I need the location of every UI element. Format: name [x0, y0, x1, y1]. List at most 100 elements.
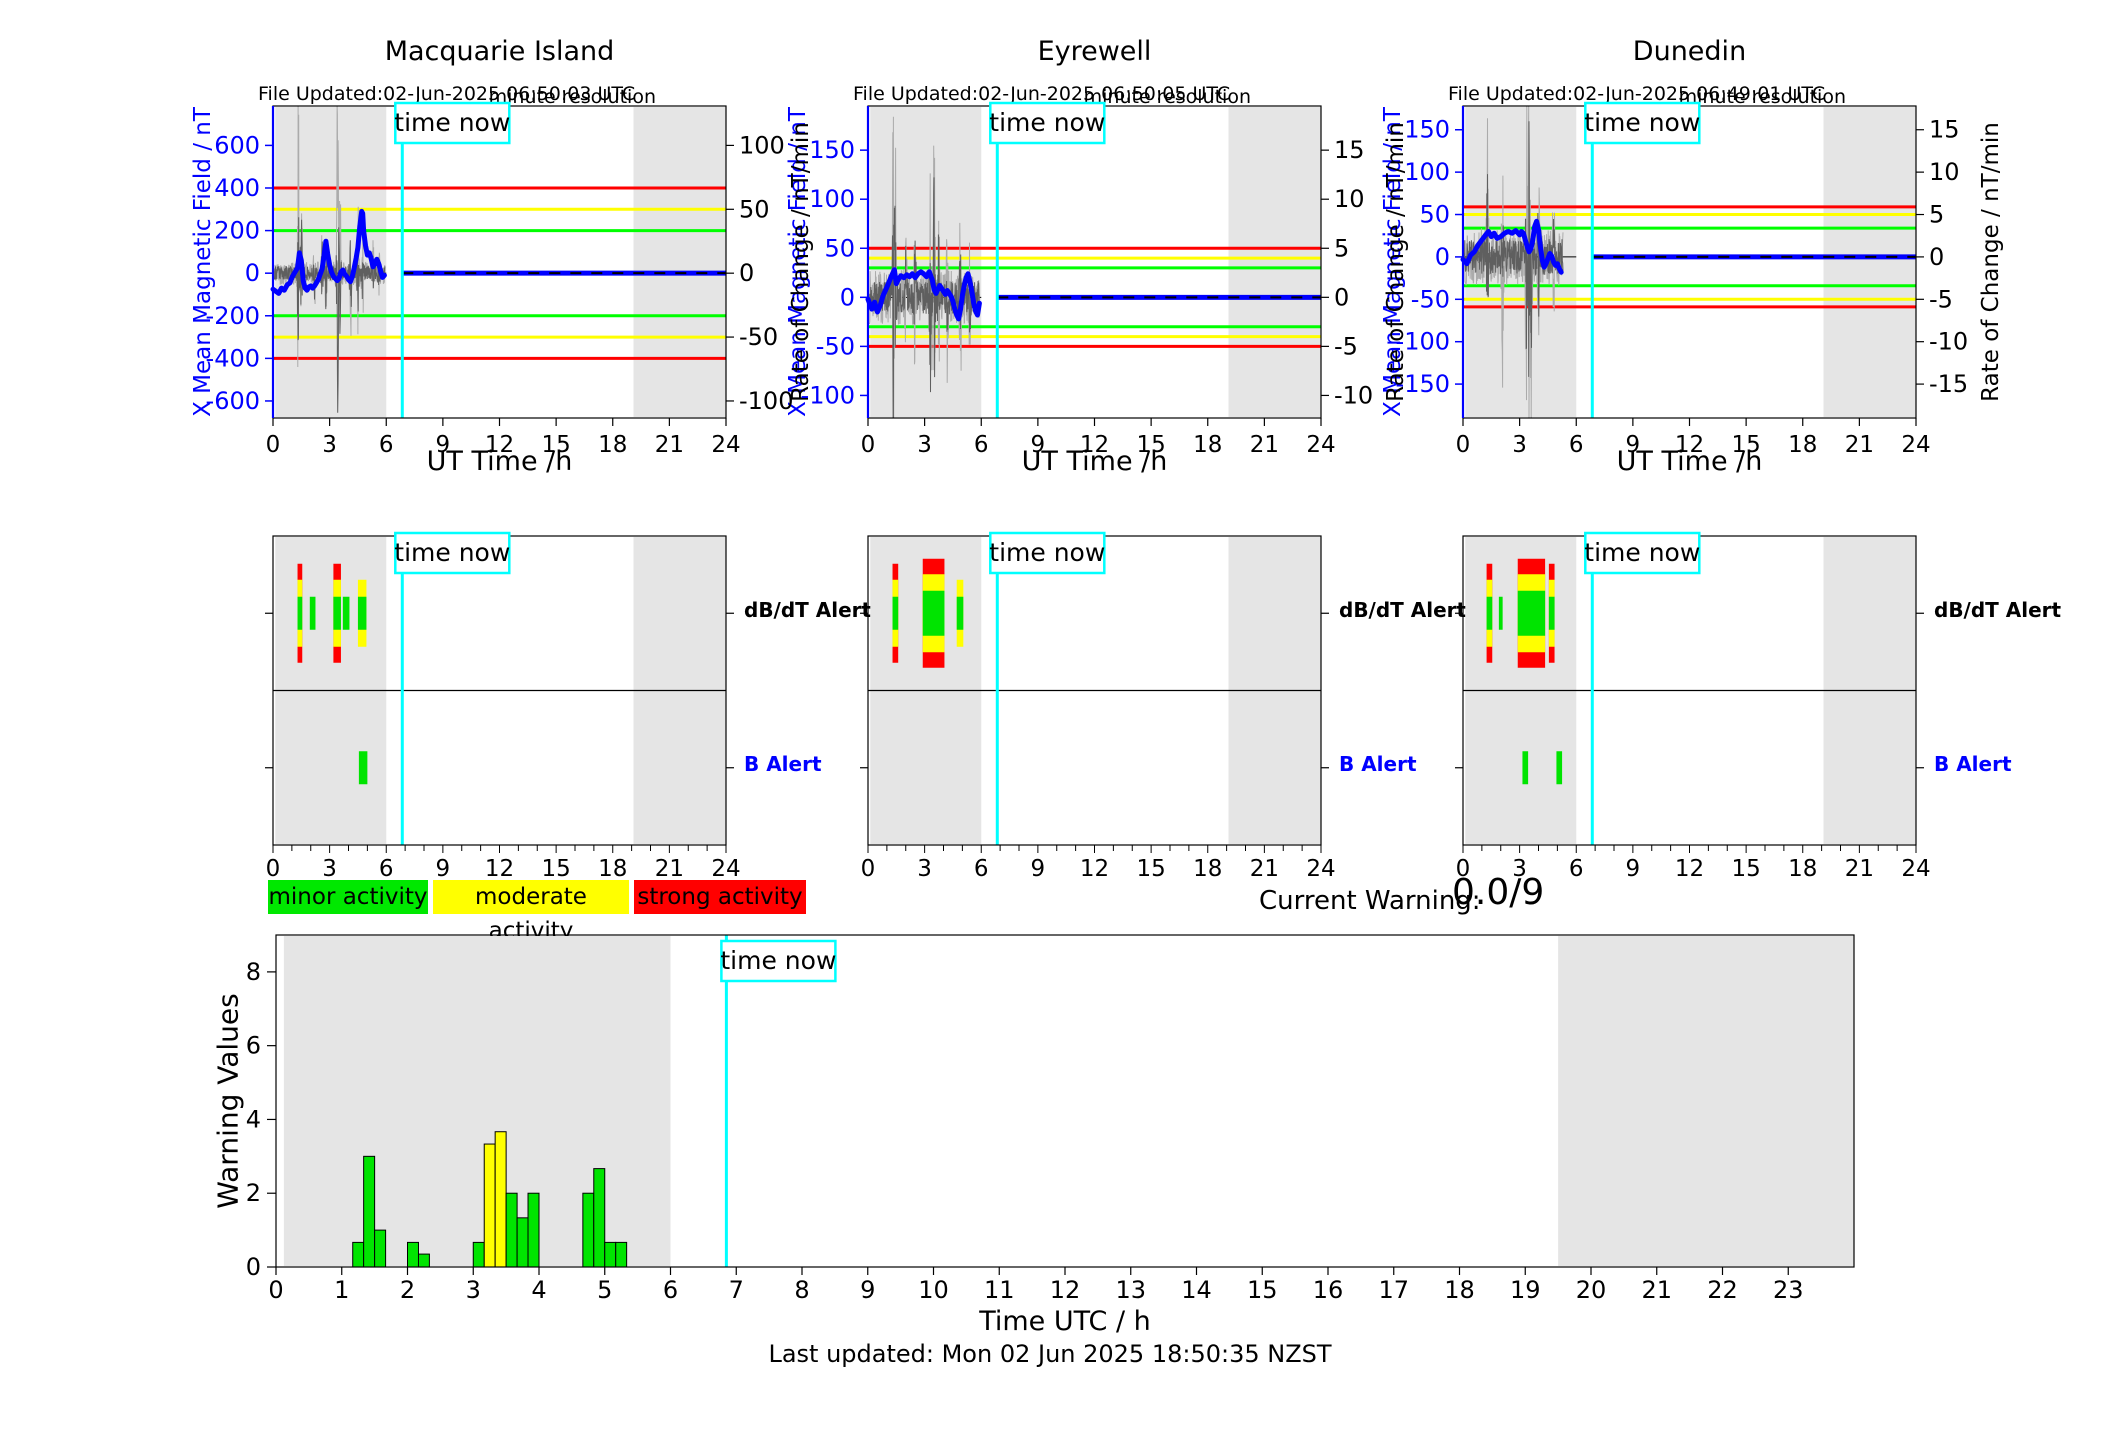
right-tick-label: 0: [739, 259, 754, 287]
time-now-label: time now: [989, 538, 1105, 567]
left-tick-label: 150: [809, 136, 855, 164]
x-tick-label: 6: [379, 856, 394, 882]
file-updated-eyrewell: File Updated:02-Jun-2025 06:50:05 UTC: [853, 83, 1231, 105]
alert-chart-macquarie: 0 3 6 9 12 15 18 21 24 time now: [265, 531, 741, 882]
right-tick-label: -10: [1334, 381, 1373, 409]
warning-bar: [505, 1192, 518, 1268]
x-tick-label: 18: [1444, 1276, 1475, 1304]
x-tick-label: 3: [322, 856, 337, 882]
x-tick-label: 12: [485, 432, 514, 458]
left-tick-label: 0: [840, 283, 855, 311]
x-tick-label: 3: [466, 1276, 481, 1304]
x-tick-label: 9: [436, 856, 451, 882]
legend-minor-activity: minor activity: [268, 880, 428, 914]
left-tick-label: 100: [809, 185, 855, 213]
last-updated-text: Last updated: Mon 02 Jun 2025 18:50:35 N…: [768, 1340, 1332, 1368]
time-now-label: time now: [720, 946, 836, 975]
x-tick-label: 24: [711, 432, 740, 458]
warning-bar: [363, 1155, 376, 1268]
warning-bar: [527, 1192, 540, 1268]
alert-bar-strong: [1486, 596, 1493, 630]
right-tick-label: 0: [1334, 283, 1349, 311]
legend-strong-activity: strong activity: [634, 880, 806, 914]
station-title-macquarie: Macquarie Island: [384, 36, 615, 67]
dbdt-alert-label-dunedin: dB/dT Alert: [1934, 598, 2062, 622]
alert-bar-strong: [892, 596, 899, 630]
night-shade: [1823, 107, 1916, 417]
right-tick-label: -5: [1929, 285, 1953, 313]
left-tick-label: 50: [1419, 201, 1450, 229]
time-now-box: [394, 101, 511, 145]
resolution-note-macquarie: minute resolution: [488, 86, 656, 108]
left-tick-label: -200: [206, 302, 260, 330]
warning-bar: [604, 1241, 617, 1268]
alert-bar-minor: [309, 596, 316, 630]
x-tick-label: 12: [485, 856, 514, 882]
y-tick-label: 6: [246, 1032, 261, 1060]
x-tick-label: 18: [1193, 856, 1222, 882]
right-tick-label: -10: [1929, 328, 1968, 356]
right-tick-label: -15: [1929, 370, 1968, 398]
left-tick-label: 150: [1404, 116, 1450, 144]
current-warning-value: 0.0/9: [1452, 872, 1545, 913]
alert-bar-strong: [1548, 596, 1555, 630]
x-tick-label: 12: [1080, 432, 1109, 458]
warning-bar: [352, 1241, 365, 1268]
resolution-note-dunedin: minute resolution: [1678, 86, 1846, 108]
x-tick-label: 21: [1250, 432, 1279, 458]
x-tick-label: 5: [597, 1276, 612, 1304]
alert-bar-moderate: [357, 596, 367, 630]
time-now-box: [989, 531, 1106, 575]
warning-bar: [516, 1217, 529, 1268]
x-tick-label: 6: [1569, 856, 1584, 882]
right-tick-label: 0: [1929, 243, 1944, 271]
y-tick-label: 2: [246, 1179, 261, 1207]
right-tick-label: -50: [739, 323, 778, 351]
time-now-box: [720, 939, 837, 983]
right-tick-label: -100: [739, 387, 793, 415]
x-tick-label: 2: [400, 1276, 415, 1304]
time-now-box: [394, 531, 511, 575]
x-tick-label: 15: [1136, 432, 1165, 458]
left-tick-label: 400: [214, 174, 260, 202]
b-alert-label-dunedin: B Alert: [1934, 752, 2012, 776]
time-now-label: time now: [1584, 538, 1700, 567]
x-tick-label: 14: [1181, 1276, 1212, 1304]
x-tick-label: 3: [1512, 432, 1527, 458]
left-tick-label: -400: [206, 344, 260, 372]
alert-bar-minor: [1498, 596, 1503, 630]
x-tick-label: 15: [541, 432, 570, 458]
time-now-box: [1584, 101, 1701, 145]
x-tick-label: 12: [1080, 856, 1109, 882]
warning-bar: [417, 1253, 430, 1268]
x-axis-label-eyrewell: UT Time /h: [1021, 446, 1168, 477]
left-tick-label: -150: [1396, 370, 1450, 398]
right-tick-label: 100: [739, 131, 785, 159]
x-tick-label: 18: [598, 432, 627, 458]
b-alert-label-macquarie: B Alert: [744, 752, 822, 776]
x-tick-label: 9: [436, 432, 451, 458]
right-tick-label: -5: [1334, 332, 1358, 360]
x-tick-label: 15: [1731, 856, 1760, 882]
x-tick-label: 9: [1626, 856, 1641, 882]
left-tick-label: 100: [1404, 158, 1450, 186]
mean-field-trace: [1460, 218, 1564, 275]
left-tick-label: -50: [816, 332, 855, 360]
time-now-label: time now: [394, 538, 510, 567]
current-warning-label: Current Warning:: [1259, 886, 1481, 916]
x-tick-label: 0: [1456, 856, 1471, 882]
x-tick-label: 6: [974, 432, 989, 458]
x-tick-label: 3: [1512, 856, 1527, 882]
x-tick-label: 0: [266, 432, 281, 458]
x-tick-label: 0: [861, 856, 876, 882]
left-tick-label: 50: [824, 234, 855, 262]
x-tick-label: 9: [1031, 432, 1046, 458]
x-tick-label: 24: [711, 856, 740, 882]
x-tick-label: 15: [1136, 856, 1165, 882]
warning-bar: [615, 1241, 628, 1268]
x-tick-label: 6: [974, 856, 989, 882]
left-tick-label: 0: [1435, 243, 1450, 271]
mean-field-trace: [270, 208, 387, 296]
